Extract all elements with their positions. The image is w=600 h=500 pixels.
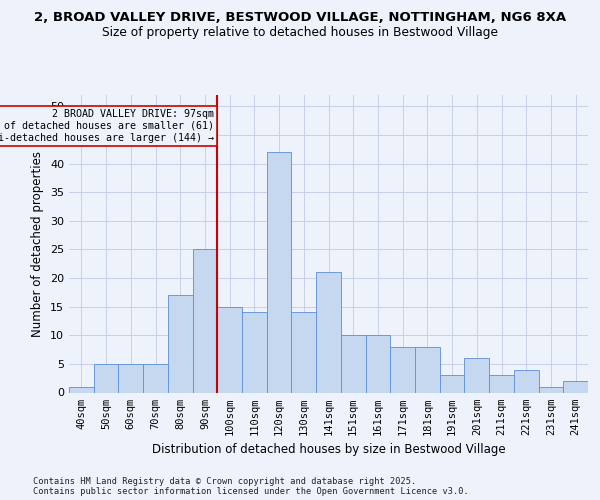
Bar (390, 346, 415, 393)
Bar (365, 336, 390, 392)
Bar (539, 387, 563, 392)
Bar (193, 250, 217, 392)
Text: 2, BROAD VALLEY DRIVE, BESTWOOD VILLAGE, NOTTINGHAM, NG6 8XA: 2, BROAD VALLEY DRIVE, BESTWOOD VILLAGE,… (34, 11, 566, 24)
Bar (489, 376, 514, 392)
Y-axis label: Number of detached properties: Number of detached properties (31, 151, 44, 337)
Bar (464, 358, 489, 392)
Bar (118, 364, 143, 392)
Bar (341, 336, 365, 392)
Text: Size of property relative to detached houses in Bestwood Village: Size of property relative to detached ho… (102, 26, 498, 39)
Bar (292, 312, 316, 392)
Bar (415, 346, 440, 393)
Bar (316, 272, 341, 392)
Bar (440, 376, 464, 392)
Bar (168, 295, 193, 392)
Bar (563, 381, 588, 392)
Text: Contains HM Land Registry data © Crown copyright and database right 2025.
Contai: Contains HM Land Registry data © Crown c… (33, 476, 469, 496)
Bar (94, 364, 118, 392)
Bar (267, 152, 292, 392)
Bar (242, 312, 267, 392)
Bar (69, 387, 94, 392)
Bar (143, 364, 168, 392)
X-axis label: Distribution of detached houses by size in Bestwood Village: Distribution of detached houses by size … (152, 443, 505, 456)
Bar (217, 306, 242, 392)
Bar (514, 370, 539, 392)
Text: 2 BROAD VALLEY DRIVE: 97sqm
← 30% of detached houses are smaller (61)
70% of sem: 2 BROAD VALLEY DRIVE: 97sqm ← 30% of det… (0, 110, 214, 142)
